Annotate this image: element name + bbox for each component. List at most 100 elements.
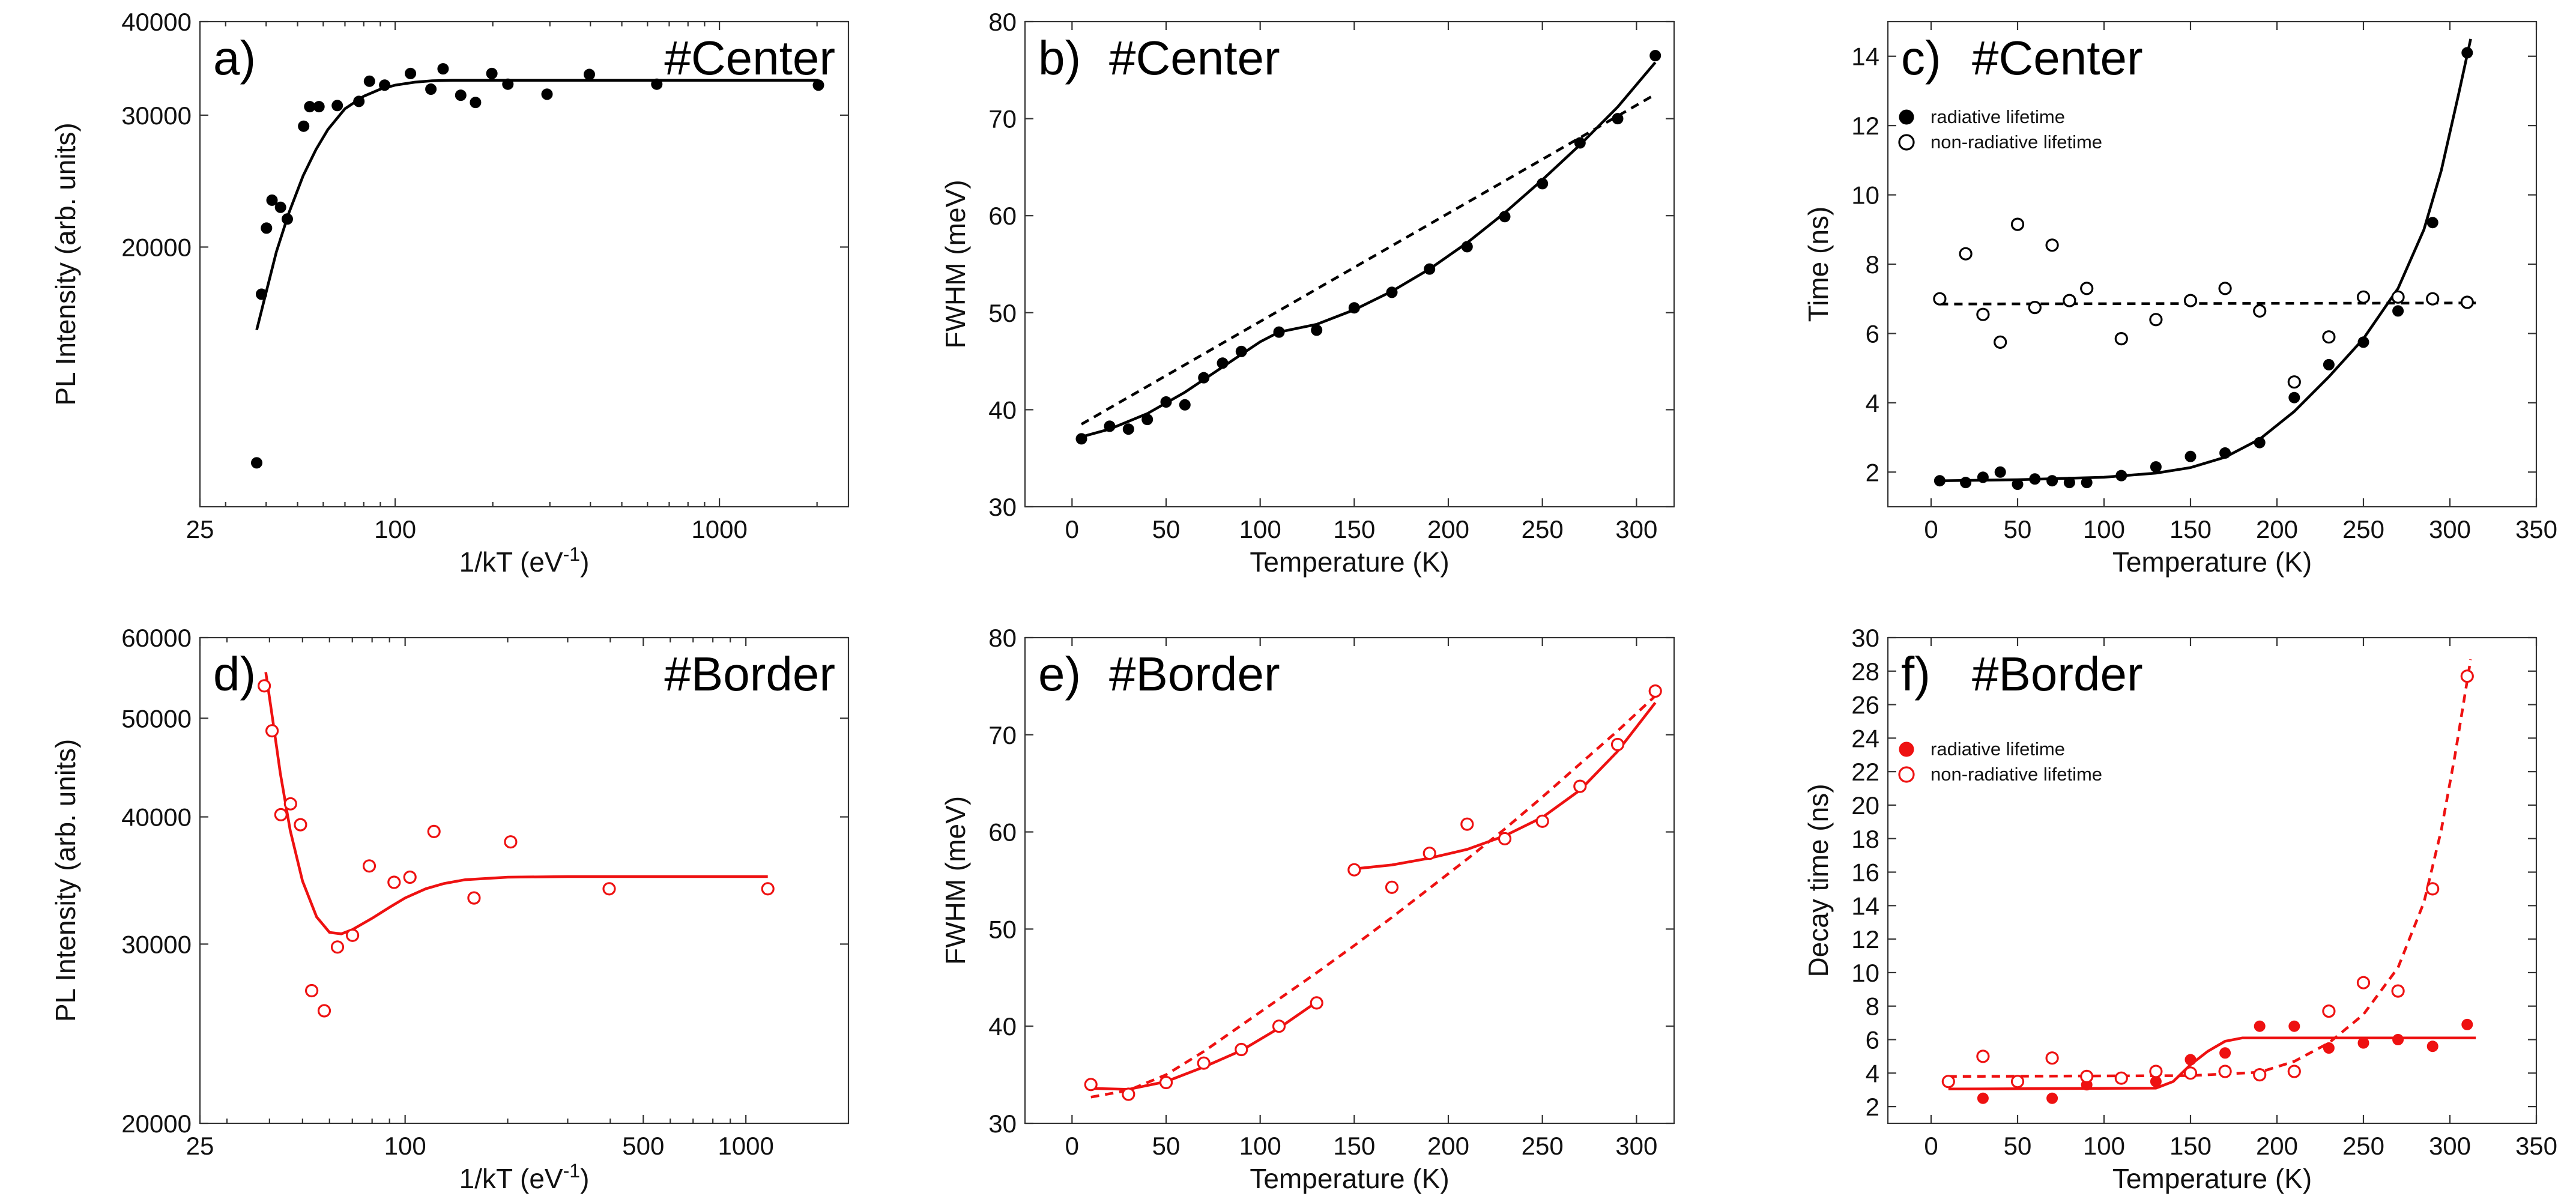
- y-tick-label: 40000: [121, 803, 192, 832]
- data-point: [504, 835, 518, 849]
- data-point: [2253, 1068, 2267, 1082]
- data-point: [1994, 466, 2006, 478]
- y-tick-label: 8: [1866, 992, 1879, 1021]
- data-point: [2149, 313, 2163, 327]
- x-tick-label: 0: [1065, 1132, 1079, 1160]
- data-point: [274, 201, 286, 213]
- data-point: [2460, 669, 2474, 683]
- data-point: [2183, 294, 2198, 307]
- y-tick-label: 30: [988, 1110, 1017, 1138]
- x-axis-label: 1/kT (eV-1): [459, 543, 590, 578]
- data-point: [1649, 50, 1661, 62]
- dashed-fit-curve-1: [1080, 93, 1656, 426]
- data-point: [1122, 423, 1134, 435]
- data-point: [1347, 863, 1361, 877]
- panel-title: #Center: [1109, 31, 1280, 85]
- data-point: [1976, 307, 1990, 321]
- data-point: [379, 79, 391, 91]
- y-tick-label: 70: [988, 105, 1017, 133]
- x-tick-label: 100: [1239, 1132, 1281, 1160]
- data-point: [294, 818, 307, 832]
- y-tick-label: 30000: [121, 930, 192, 958]
- data-point: [1084, 1078, 1098, 1092]
- y-tick-label: 80: [988, 8, 1017, 36]
- y-tick-label: 50000: [121, 704, 192, 732]
- series-non-radiative-lifetime: [1941, 669, 2474, 1089]
- data-point: [2218, 282, 2232, 295]
- data-point: [2114, 331, 2128, 346]
- x-tick-label: 50: [2004, 1132, 2032, 1160]
- x-axis-label-end: ): [580, 546, 589, 578]
- panel-d: 25 100 500 1000 20000 30000 40000 50000 60000 1/k…: [50, 624, 850, 1194]
- data-point: [1198, 372, 1210, 384]
- data-point: [1934, 475, 1946, 487]
- data-point: [1385, 880, 1399, 894]
- x-tick-label: 200: [1427, 1132, 1469, 1160]
- dashed-fit-curve-1: [1948, 659, 2472, 1078]
- data-point: [331, 100, 343, 112]
- x-tick-label: 150: [1333, 515, 1375, 543]
- data-point: [1310, 996, 1323, 1010]
- data-point: [345, 928, 360, 942]
- data-point: [1933, 292, 1947, 306]
- x-tick-label: 0: [1924, 515, 1938, 543]
- data-point: [1197, 1056, 1211, 1070]
- data-point: [403, 870, 417, 884]
- data-point: [2356, 976, 2371, 989]
- legend-marker: [1899, 741, 1914, 757]
- x-tick-label: 250: [2342, 1132, 2384, 1160]
- data-point: [1535, 814, 1549, 828]
- data-point: [274, 808, 288, 822]
- data-point: [2357, 1037, 2369, 1049]
- y-tick-label: 12: [1851, 112, 1879, 140]
- x-axis-label-text: Temperature (K): [2112, 546, 2312, 578]
- data-point: [761, 882, 775, 896]
- x-tick-label: 200: [1427, 515, 1469, 543]
- data-point: [362, 859, 376, 873]
- data-point: [2114, 1071, 2128, 1085]
- y-tick-label: 50: [988, 299, 1017, 327]
- y-tick-label: 20000: [121, 233, 192, 261]
- x-axis-label-text: Temperature (K): [2112, 1163, 2312, 1194]
- x-tick-label: 500: [622, 1132, 664, 1160]
- x-tick-label: 25: [186, 515, 214, 543]
- x-tick-label: 100: [384, 1132, 426, 1160]
- data-point: [2029, 473, 2041, 485]
- data-point: [1941, 1075, 1955, 1089]
- data-point: [2183, 1066, 2198, 1080]
- data-point: [2392, 305, 2404, 317]
- series-pl-intensity: [258, 679, 775, 1018]
- data-point: [2461, 47, 2473, 59]
- series-fwhm: [1084, 684, 1662, 1101]
- data-point: [2081, 477, 2093, 489]
- data-point: [2323, 1042, 2335, 1054]
- x-axis-label-text: Temperature (K): [1250, 1163, 1449, 1194]
- y-tick-label: 60000: [121, 624, 192, 652]
- panel-title: #Border: [1972, 647, 2143, 701]
- data-point: [2426, 292, 2440, 306]
- panel-title: #Border: [664, 647, 835, 701]
- y-axis-label: FWHM (meV): [940, 796, 971, 965]
- data-point: [1460, 817, 1474, 831]
- x-axis-label: 1/kT (eV-1): [459, 1160, 590, 1194]
- y-tick-label: 14: [1851, 43, 1879, 71]
- data-point: [2219, 447, 2231, 459]
- series-radiative-lifetime: [1977, 1018, 2473, 1104]
- x-tick-label: 300: [2429, 1132, 2471, 1160]
- x-tick-label: 250: [2342, 515, 2384, 543]
- y-tick-label: 20: [1851, 791, 1879, 820]
- panel-letter: f): [1901, 647, 1930, 701]
- data-point: [1160, 396, 1172, 408]
- x-axis-label: Temperature (K): [1250, 1163, 1449, 1194]
- data-point: [1610, 737, 1625, 752]
- data-point: [1273, 326, 1285, 338]
- data-point: [1159, 1075, 1173, 1090]
- x-axis-label-superscript: -1: [563, 543, 580, 565]
- data-point: [425, 83, 437, 95]
- data-point: [1122, 1087, 1135, 1101]
- data-point: [317, 1004, 331, 1018]
- data-point: [1235, 1042, 1248, 1057]
- y-tick-label: 28: [1851, 657, 1879, 686]
- data-point: [2391, 290, 2405, 304]
- data-point: [2149, 1065, 2163, 1078]
